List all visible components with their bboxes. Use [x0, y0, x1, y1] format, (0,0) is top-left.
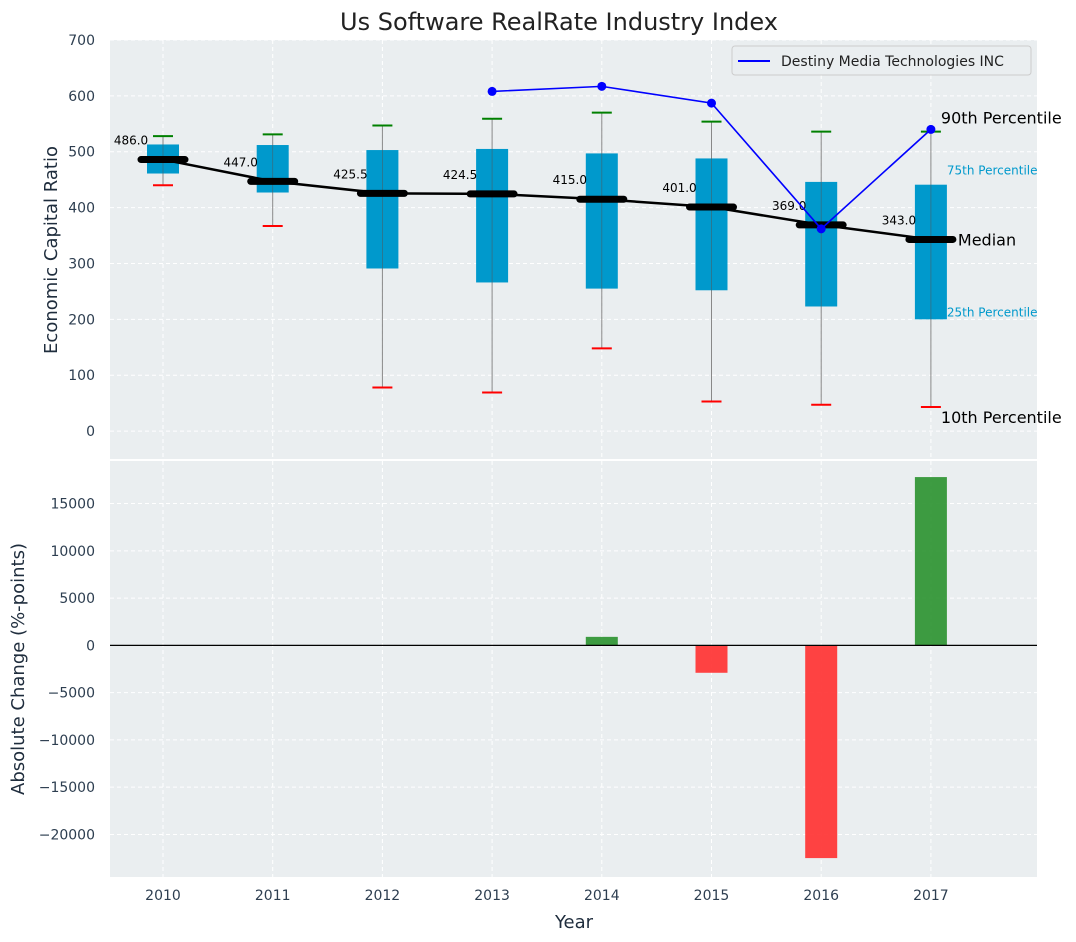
change-bar	[585, 636, 618, 646]
median-value-label: 401.0	[662, 181, 696, 195]
median-value-label: 424.5	[443, 168, 477, 182]
p25-annotation: 25th Percentile	[947, 305, 1038, 319]
bottom-y-tick-label: −20000	[39, 827, 95, 843]
top-y-tick-label: 700	[68, 33, 95, 49]
company-point	[487, 86, 497, 96]
bottom-y-axis: −20000 −15000 −10000 −5000 0 5000 10000 15000	[39, 497, 95, 844]
top-y-tick-label: 300	[68, 256, 95, 272]
company-point	[926, 124, 936, 134]
company-point	[707, 98, 716, 108]
median-trend	[162, 158, 932, 241]
bottom-y-tick-label: 10000	[50, 544, 95, 560]
company-series	[487, 81, 936, 234]
x-tick-label: 2010	[145, 888, 181, 904]
change-bar	[805, 645, 838, 859]
change-bars	[585, 477, 947, 859]
company-point	[816, 224, 826, 234]
median-value-label: 343.0	[882, 213, 916, 227]
x-tick-label: 2016	[803, 888, 839, 904]
x-axis-label: Year	[554, 912, 594, 933]
x-tick-label: 2013	[474, 888, 510, 904]
p90-annotation: 90th Percentile	[941, 109, 1062, 128]
x-tick-label: 2011	[255, 888, 291, 904]
bottom-plot-background	[110, 461, 1037, 877]
percentile-annotations: 90th Percentile 75th Percentile Median 25th…	[941, 109, 1062, 427]
top-y-tick-label: 600	[68, 89, 95, 105]
bottom-y-axis-label: Absolute Change (%-points)	[8, 543, 29, 795]
top-grid	[110, 39, 1037, 459]
top-y-tick-label: 500	[68, 145, 95, 161]
change-bar	[695, 645, 728, 673]
x-tick-label: 2014	[584, 888, 620, 904]
bottom-y-tick-label: 15000	[50, 497, 95, 513]
median-value-label: 425.5	[333, 167, 367, 181]
top-y-tick-label: 100	[68, 368, 95, 384]
top-y-tick-label: 0	[86, 424, 95, 440]
x-tick-label: 2012	[365, 888, 401, 904]
x-tick-label: 2017	[913, 888, 949, 904]
bottom-y-tick-label: 5000	[59, 591, 95, 607]
legend-label: Destiny Media Technologies INC	[781, 54, 1004, 70]
bottom-y-tick-label: 0	[86, 638, 95, 654]
bottom-y-tick-label: −15000	[39, 780, 95, 796]
legend: Destiny Media Technologies INC	[731, 45, 1032, 76]
top-y-axis: 0 100 200 300 400 500 600 700	[68, 33, 95, 440]
median-trend-line	[162, 158, 932, 241]
bottom-y-tick-label: −10000	[39, 733, 95, 749]
top-y-tick-label: 200	[68, 312, 95, 328]
x-axis: 2010 2011 2012 2013 2014 2015 2016 2017	[145, 888, 949, 904]
top-plot-background	[110, 40, 1037, 459]
bottom-y-tick-label: −5000	[48, 686, 95, 702]
p75-annotation: 75th Percentile	[947, 164, 1038, 178]
median-annotation: Median	[958, 230, 1016, 249]
legend-box	[731, 45, 1032, 76]
median-value-label: 447.0	[224, 155, 258, 169]
change-bar	[914, 477, 947, 646]
p10-annotation: 10th Percentile	[941, 408, 1062, 427]
chart-title: Us Software RealRate Industry Index	[340, 8, 778, 36]
x-tick-label: 2015	[694, 888, 730, 904]
median-value-label: 415.0	[553, 173, 587, 187]
top-y-axis-label: Economic Capital Ratio	[41, 146, 62, 354]
bottom-grid	[110, 461, 1037, 877]
company-point	[597, 81, 607, 91]
median-value-label: 486.0	[114, 134, 148, 148]
top-y-tick-label: 400	[68, 201, 95, 217]
